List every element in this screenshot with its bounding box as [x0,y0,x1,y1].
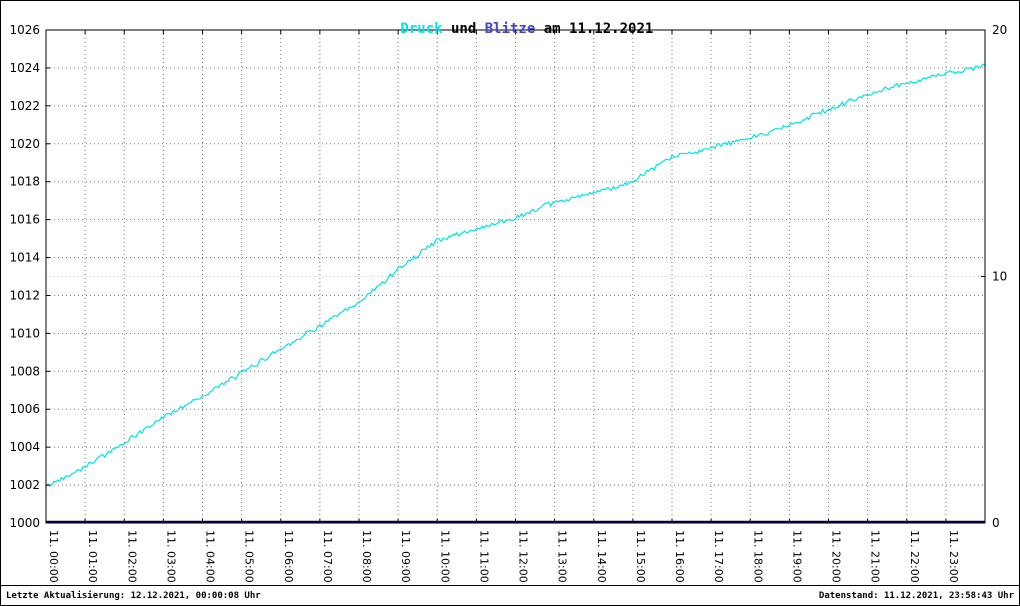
title-word-druck: Druck [400,21,443,37]
left-axis-label: 1014 [9,251,40,265]
x-axis-label: 11. 01:00 [86,530,99,583]
x-axis-label: 11. 21:00 [869,530,882,583]
left-axis-label: 1020 [9,137,40,151]
title-word-date: am 11.12.2021 [535,21,654,37]
x-axis-label: 11. 00:00 [47,530,60,583]
x-axis-label: 11. 16:00 [673,530,686,583]
x-axis-label: 11. 04:00 [204,530,217,583]
data-state-text: Datenstand: 11.12.2021, 23:58:43 Uhr [818,590,1014,601]
left-axis-label: 1012 [9,288,40,302]
last-update-text: Letzte Aktualisierung: 12.12.2021, 00:00… [6,590,261,601]
left-axis-label: 1010 [9,326,40,340]
right-axis-label: 10 [992,270,1007,284]
x-axis-label: 11. 05:00 [243,530,256,583]
left-axis-label: 1018 [9,175,40,189]
status-bar: Letzte Aktualisierung: 12.12.2021, 00:00… [1,585,1019,605]
x-axis-label: 11. 02:00 [125,530,138,583]
right-axis-label: 20 [992,23,1007,37]
x-axis-label: 11. 13:00 [556,530,569,583]
x-axis-label: 11. 14:00 [595,530,608,583]
left-axis-label: 1026 [9,23,40,37]
x-axis-label: 11. 19:00 [790,530,803,583]
chart-title: Druck und Blitze am 11.12.2021 [1,5,1019,53]
left-axis-label: 1024 [9,61,40,75]
x-axis-label: 11. 03:00 [164,530,177,583]
x-axis-label: 11. 07:00 [321,530,334,583]
pressure-line [45,63,986,488]
x-axis-label: 11. 08:00 [360,530,373,583]
left-axis-label: 1000 [9,516,40,530]
x-axis-label: 11. 15:00 [634,530,647,583]
right-axis-label: 0 [992,516,1000,530]
x-axis-label: 11. 11:00 [477,530,490,583]
x-axis-label: 11. 09:00 [399,530,412,583]
x-axis-label: 11. 22:00 [908,530,921,583]
title-word-und: und [442,21,485,37]
x-axis-label: 11. 18:00 [751,530,764,583]
x-axis-label: 11. 23:00 [947,530,960,583]
x-axis-label: 11. 10:00 [438,530,451,583]
left-axis-label: 1022 [9,99,40,113]
left-axis-label: 1004 [9,440,40,454]
x-axis-label: 11. 12:00 [517,530,530,583]
x-axis-label: 11. 20:00 [830,530,843,583]
left-axis-label: 1008 [9,364,40,378]
left-axis-label: 1016 [9,213,40,227]
x-axis-label: 11. 06:00 [282,530,295,583]
title-word-blitze: Blitze [484,21,536,37]
left-axis-label: 1002 [9,478,40,492]
left-axis-label: 1006 [9,402,40,416]
chart-canvas: 1000 1002 1004 1006 1008 1010 1012 1014 1016 1018… [9,23,1007,583]
x-axis-label: 11. 17:00 [712,530,725,583]
